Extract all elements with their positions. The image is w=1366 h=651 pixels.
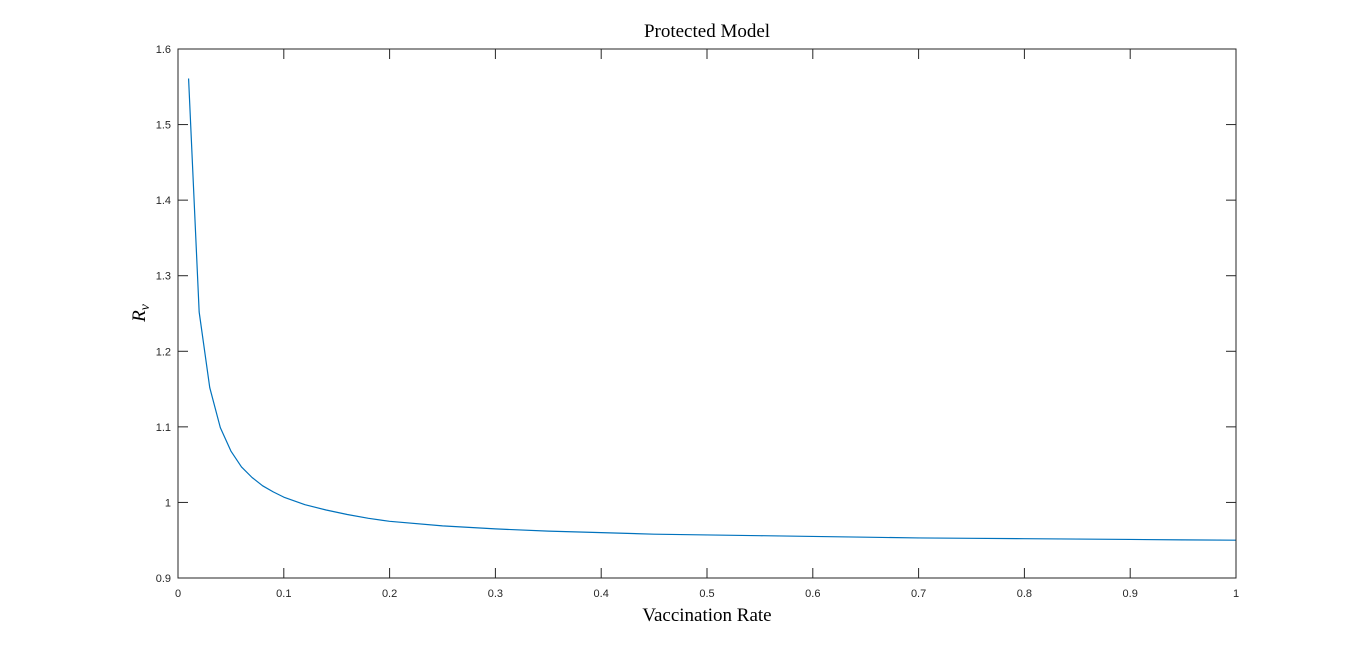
x-tick-label: 1 [1233, 588, 1239, 600]
y-tick-label: 1.1 [156, 422, 171, 434]
y-axis-label-symbol: R [129, 310, 150, 323]
axis-ticks: 0 0.1 0.2 0.3 0.4 0.5 0.6 0.7 0.8 0.9 1 0.9 1 1.1 1.2 1… [156, 44, 1239, 600]
series-layer [187, 78, 1237, 541]
x-tick-label: 0.8 [1017, 588, 1032, 600]
x-tick-label: 0 [175, 588, 181, 600]
y-tick-label: 1.5 [156, 120, 171, 132]
x-tick-label: 0.3 [488, 588, 503, 600]
y-tick-label: 1.6 [156, 44, 171, 56]
y-axis-label-subscript: v [138, 303, 153, 310]
x-tick-label: 0.6 [805, 588, 820, 600]
x-tick-label: 0.9 [1123, 588, 1138, 600]
chart-title: Protected Model [644, 21, 770, 42]
x-tick-label: 0.1 [276, 588, 291, 600]
x-tick-label: 0.7 [911, 588, 926, 600]
series-line [187, 78, 1237, 541]
y-axis-label: Rv [129, 303, 153, 323]
y-tick-label: 1.2 [156, 346, 171, 358]
y-tick-label: 1 [165, 497, 171, 509]
x-axis-label: Vaccination Rate [642, 605, 771, 626]
y-tick-label: 0.9 [156, 573, 171, 585]
axes-box [177, 48, 1237, 579]
x-tick-label: 0.4 [594, 588, 609, 600]
x-tick-label: 0.5 [699, 588, 714, 600]
plot-area [178, 49, 1236, 578]
x-tick-label: 0.2 [382, 588, 397, 600]
y-tick-label: 1.3 [156, 271, 171, 283]
y-tick-label: 1.4 [156, 195, 171, 207]
